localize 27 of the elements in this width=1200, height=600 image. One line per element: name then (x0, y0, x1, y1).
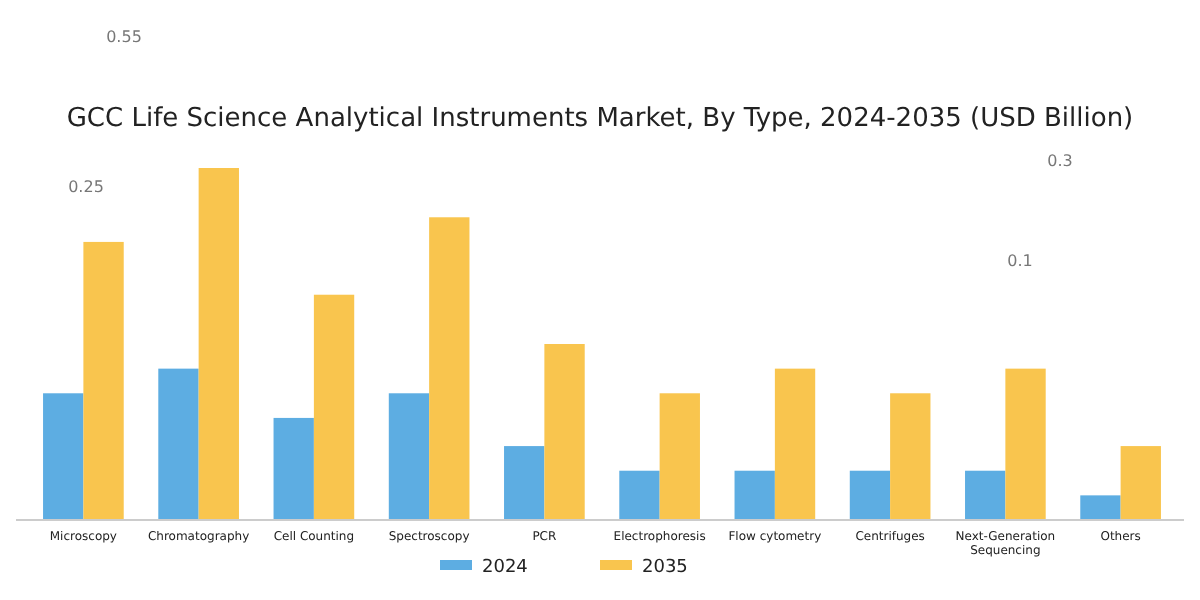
bar (158, 368, 199, 520)
bar (198, 168, 239, 520)
legend-label: 2035 (642, 558, 688, 578)
bar (1005, 368, 1046, 520)
annotation: 0.1 (1007, 252, 1033, 270)
bar (313, 294, 355, 520)
bar (659, 393, 700, 520)
bar (43, 393, 84, 520)
legend-label: 2024 (482, 558, 529, 578)
bar (83, 241, 124, 520)
bar (388, 393, 430, 520)
bar (1080, 495, 1121, 520)
bar (734, 470, 775, 520)
annotation: 0.25 (68, 178, 104, 196)
bar (849, 470, 891, 520)
bar (504, 446, 545, 520)
bar (890, 393, 931, 520)
bar (273, 417, 314, 520)
bar (965, 470, 1006, 520)
bar (429, 217, 470, 520)
chart-title: GCC Life Science Analytical Instruments Market, By Type, 2024-2035 (USD Billion) (66, 104, 1134, 134)
bar (774, 368, 816, 520)
bar (1120, 446, 1161, 520)
bar (619, 470, 660, 520)
text: 0.55 (106, 28, 142, 46)
annotation: 0.3 (1047, 152, 1073, 170)
bar (544, 344, 585, 520)
